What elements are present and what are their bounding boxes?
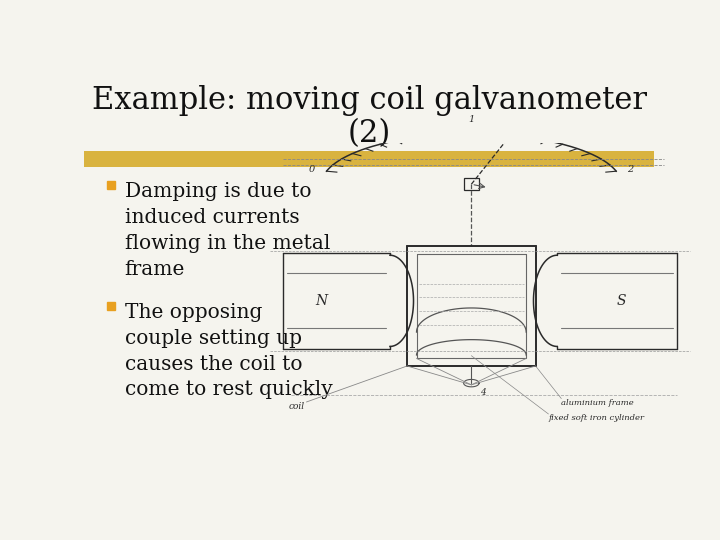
Text: S: S	[616, 294, 626, 308]
Bar	[464, 178, 479, 191]
Text: Damping is due to
induced currents
flowing in the metal
frame: Damping is due to induced currents flowi…	[125, 183, 330, 279]
Text: N: N	[315, 294, 328, 308]
Text: fixed soft iron cylinder: fixed soft iron cylinder	[549, 414, 644, 422]
Text: (2): (2)	[347, 118, 391, 149]
Text: 2: 2	[628, 165, 634, 174]
FancyBboxPatch shape	[84, 151, 654, 167]
Text: 0: 0	[309, 165, 315, 174]
Text: Example: moving coil galvanometer: Example: moving coil galvanometer	[91, 85, 647, 116]
Text: The opposing
couple setting up
causes the coil to
come to rest quickly: The opposing couple setting up causes th…	[125, 303, 333, 399]
Text: aluminium frame: aluminium frame	[562, 399, 634, 407]
Text: coil: coil	[288, 402, 305, 411]
Text: 1: 1	[468, 114, 474, 124]
Text: 4: 4	[480, 388, 486, 397]
